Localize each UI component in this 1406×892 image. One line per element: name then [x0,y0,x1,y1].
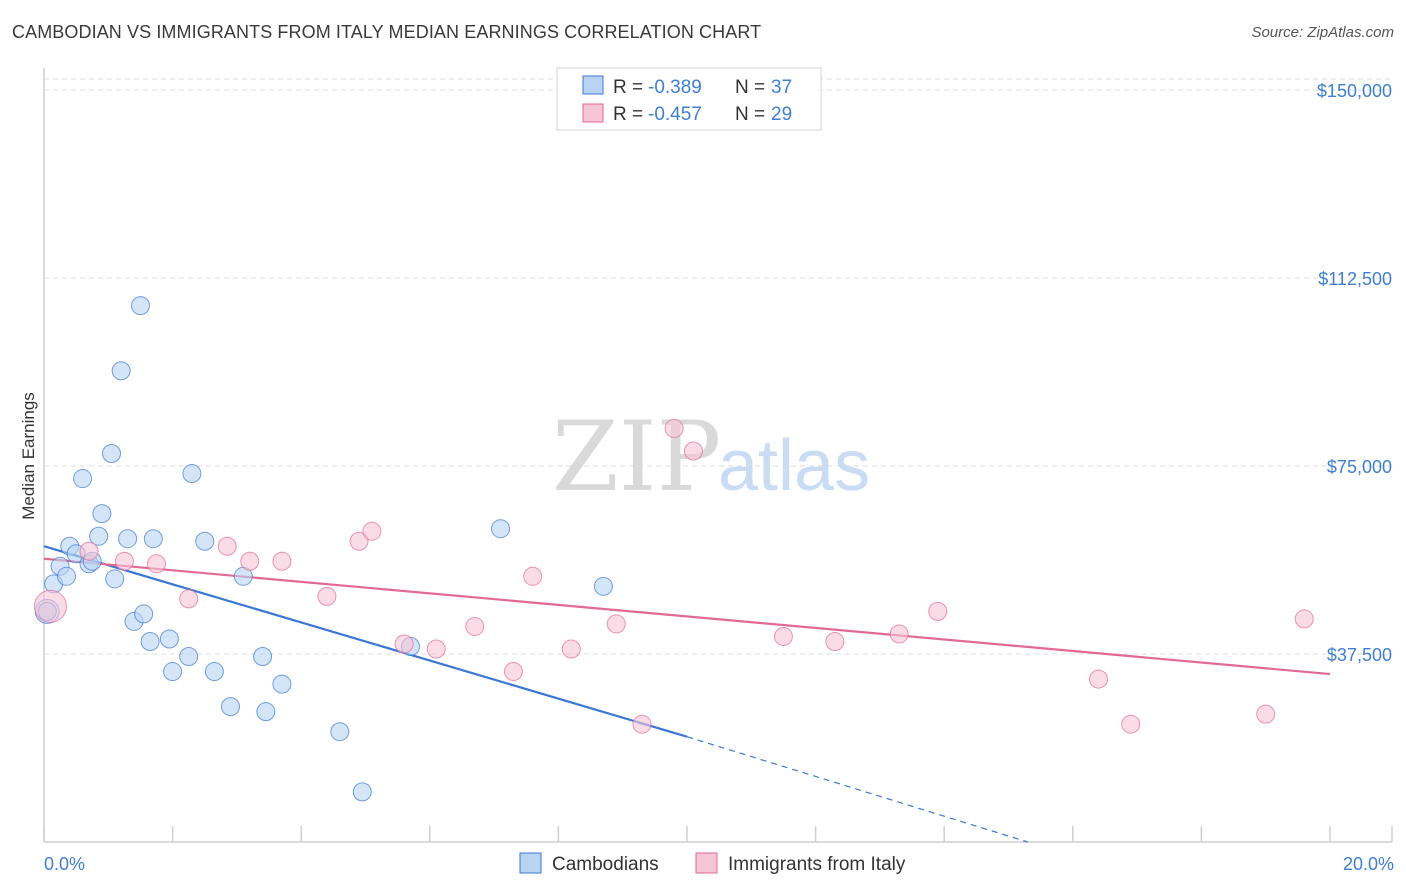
cambodian-point [256,702,276,722]
cambodian-point [272,674,292,694]
italy-point [349,531,369,551]
italy-point [114,551,134,571]
legend-swatch-pink [582,103,604,123]
italy-point [217,536,237,556]
italy-point [1294,609,1314,629]
italy-point [33,589,67,623]
italy-point [79,541,99,561]
x-tick-labels: 0.0% 20.0% [44,854,1394,874]
legend-n-value: 37 [771,77,792,98]
italy-point [928,601,948,621]
cambodian-point [143,529,163,549]
italy-point [179,589,199,609]
cambodian-point [163,662,183,682]
y-tick-labels: $37,500 $75,000 $112,500 $150,000 [1317,81,1392,665]
italy-point [426,639,446,659]
cambodian-point [102,443,122,463]
cambodian-point [195,531,215,551]
italy-point [394,634,414,654]
axes [43,68,1393,843]
cambodian-point [134,604,154,624]
chart-title: CAMBODIAN VS IMMIGRANTS FROM ITALY MEDIA… [12,22,762,42]
series-legend: Cambodians Immigrants from Italy [519,852,906,875]
y-axis-label: Median Earnings [19,392,38,520]
cambodian-point [118,529,138,549]
watermark-atlas: atlas [718,426,870,506]
cambodian-point [179,647,199,667]
italy-point [523,566,543,586]
italy-point [1256,704,1276,724]
cambodian-point [352,782,372,802]
italy-point [773,626,793,646]
legend-r-value: -0.389 [648,77,702,98]
watermark: ZIP atlas [552,401,870,513]
italy-point [561,639,581,659]
x-tick-label-min: 0.0% [44,854,85,874]
italy-point [632,714,652,734]
trend-lines [43,545,1331,843]
series-legend-italy: Immigrants from Italy [728,854,906,875]
cambodian-point [105,569,125,589]
legend-r-value: -0.457 [648,104,702,125]
series-legend-swatch-cambodians [519,852,542,874]
cambodian-point [140,631,160,651]
y-tick-label: $75,000 [1327,457,1392,477]
cambodian-trend-extension [686,736,1028,843]
italy-point [889,624,909,644]
italy-point [1121,714,1141,734]
cambodian-point [220,697,240,717]
italy-trend-line [43,557,1331,676]
cambodian-point [57,566,77,586]
chart-source: Source: ZipAtlas.com [1251,24,1394,41]
cambodian-point [182,464,202,484]
cambodian-point [111,361,131,381]
italy-point [825,631,845,651]
italy-point [272,551,292,571]
y-tick-label: $37,500 [1327,645,1392,665]
cambodian-point [89,526,109,546]
italy-point [147,554,167,574]
data-points [33,296,1314,802]
cambodian-point [593,576,613,596]
x-tick-label-max: 20.0% [1343,854,1394,874]
italy-point [317,586,337,606]
legend-n-label: N = [735,77,765,98]
correlation-legend: R = -0.389 N = 37 R = -0.457 N = 29 [556,67,822,131]
italy-point [240,551,260,571]
y-tick-label: $112,500 [1318,269,1392,289]
cambodian-point [253,647,273,667]
legend-n-value: 29 [771,104,792,125]
y-tick-label: $150,000 [1317,81,1392,101]
legend-n-label: N = [735,104,765,125]
italy-point [503,662,523,682]
legend-r-label: R = [613,77,643,98]
italy-point [683,441,703,461]
cambodian-point [204,662,224,682]
italy-point [465,616,485,636]
legend-r-label: R = [613,104,643,125]
italy-point [362,521,382,541]
cambodian-point [92,504,112,524]
series-legend-cambodians: Cambodians [552,854,659,875]
italy-point [606,614,626,634]
cambodian-point [73,469,93,489]
italy-point [1089,669,1109,689]
cambodian-point [130,296,150,316]
cambodian-point [159,629,179,649]
legend-swatch-blue [582,75,604,95]
series-legend-swatch-italy [695,852,718,874]
cambodian-trend-line [43,545,688,738]
italy-point [664,418,684,438]
cambodian-point [491,519,511,539]
cambodian-point [330,722,350,742]
